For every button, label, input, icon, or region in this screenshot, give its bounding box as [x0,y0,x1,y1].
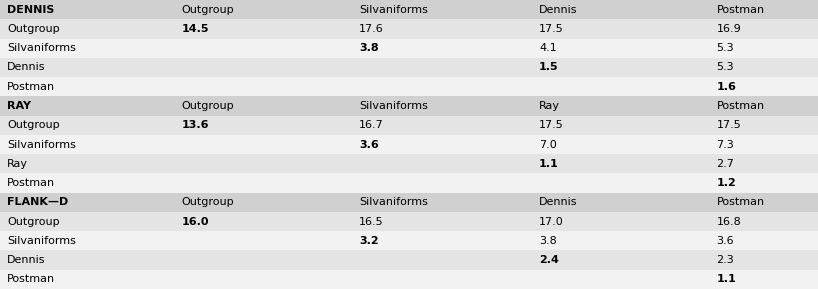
Bar [0,135,818,154]
Text: 16.5: 16.5 [359,216,384,227]
Text: Silvaniforms: Silvaniforms [7,43,76,53]
Text: 1.5: 1.5 [539,62,559,73]
Text: 1.1: 1.1 [717,274,736,284]
Text: Dennis: Dennis [7,255,46,265]
Bar [0,77,818,96]
Text: 2.3: 2.3 [717,255,735,265]
Text: 1.1: 1.1 [539,159,559,169]
Text: 3.8: 3.8 [359,43,379,53]
Text: Postman: Postman [717,5,765,15]
Text: 17.6: 17.6 [359,24,384,34]
Text: Postman: Postman [7,274,56,284]
Bar [0,58,818,77]
Text: 17.5: 17.5 [717,120,741,130]
Text: 7.0: 7.0 [539,140,557,149]
Text: 3.2: 3.2 [359,236,379,246]
Text: 14.5: 14.5 [182,24,209,34]
Bar [0,116,818,135]
Text: Outgroup: Outgroup [182,101,234,111]
Text: RAY: RAY [7,101,31,111]
Text: Dennis: Dennis [7,62,46,73]
Text: Silvaniforms: Silvaniforms [359,5,428,15]
Text: 17.5: 17.5 [539,120,564,130]
Text: 2.4: 2.4 [539,255,559,265]
Text: Postman: Postman [7,178,56,188]
Text: Ray: Ray [7,159,29,169]
Text: 5.3: 5.3 [717,43,735,53]
Bar [0,251,818,270]
Text: 16.0: 16.0 [182,216,209,227]
Text: Silvaniforms: Silvaniforms [7,140,76,149]
Text: Dennis: Dennis [539,5,578,15]
Text: Postman: Postman [7,82,56,92]
Bar [0,231,818,251]
Text: Silvaniforms: Silvaniforms [359,197,428,207]
Text: Postman: Postman [717,197,765,207]
Text: 16.9: 16.9 [717,24,741,34]
Text: 5.3: 5.3 [717,62,735,73]
Bar [0,212,818,231]
Bar [0,19,818,38]
Text: Postman: Postman [717,101,765,111]
Text: 7.3: 7.3 [717,140,735,149]
Text: FLANK—D: FLANK—D [7,197,69,207]
Text: Ray: Ray [539,101,560,111]
Text: 17.5: 17.5 [539,24,564,34]
Text: 3.6: 3.6 [359,140,379,149]
Bar [0,154,818,173]
Bar [0,96,818,116]
Text: Outgroup: Outgroup [182,197,234,207]
Bar [0,270,818,289]
Text: 2.7: 2.7 [717,159,735,169]
Text: 1.2: 1.2 [717,178,736,188]
Bar [0,38,818,58]
Bar [0,193,818,212]
Text: 17.0: 17.0 [539,216,564,227]
Text: Dennis: Dennis [539,197,578,207]
Text: 3.6: 3.6 [717,236,735,246]
Bar [0,173,818,193]
Text: DENNIS: DENNIS [7,5,55,15]
Text: 16.8: 16.8 [717,216,741,227]
Text: Outgroup: Outgroup [7,216,60,227]
Text: Silvaniforms: Silvaniforms [7,236,76,246]
Text: Outgroup: Outgroup [182,5,234,15]
Text: 13.6: 13.6 [182,120,209,130]
Text: Silvaniforms: Silvaniforms [359,101,428,111]
Text: Outgroup: Outgroup [7,120,60,130]
Text: Outgroup: Outgroup [7,24,60,34]
Bar [0,0,818,19]
Text: 1.6: 1.6 [717,82,736,92]
Text: 3.8: 3.8 [539,236,557,246]
Text: 16.7: 16.7 [359,120,384,130]
Text: 4.1: 4.1 [539,43,557,53]
